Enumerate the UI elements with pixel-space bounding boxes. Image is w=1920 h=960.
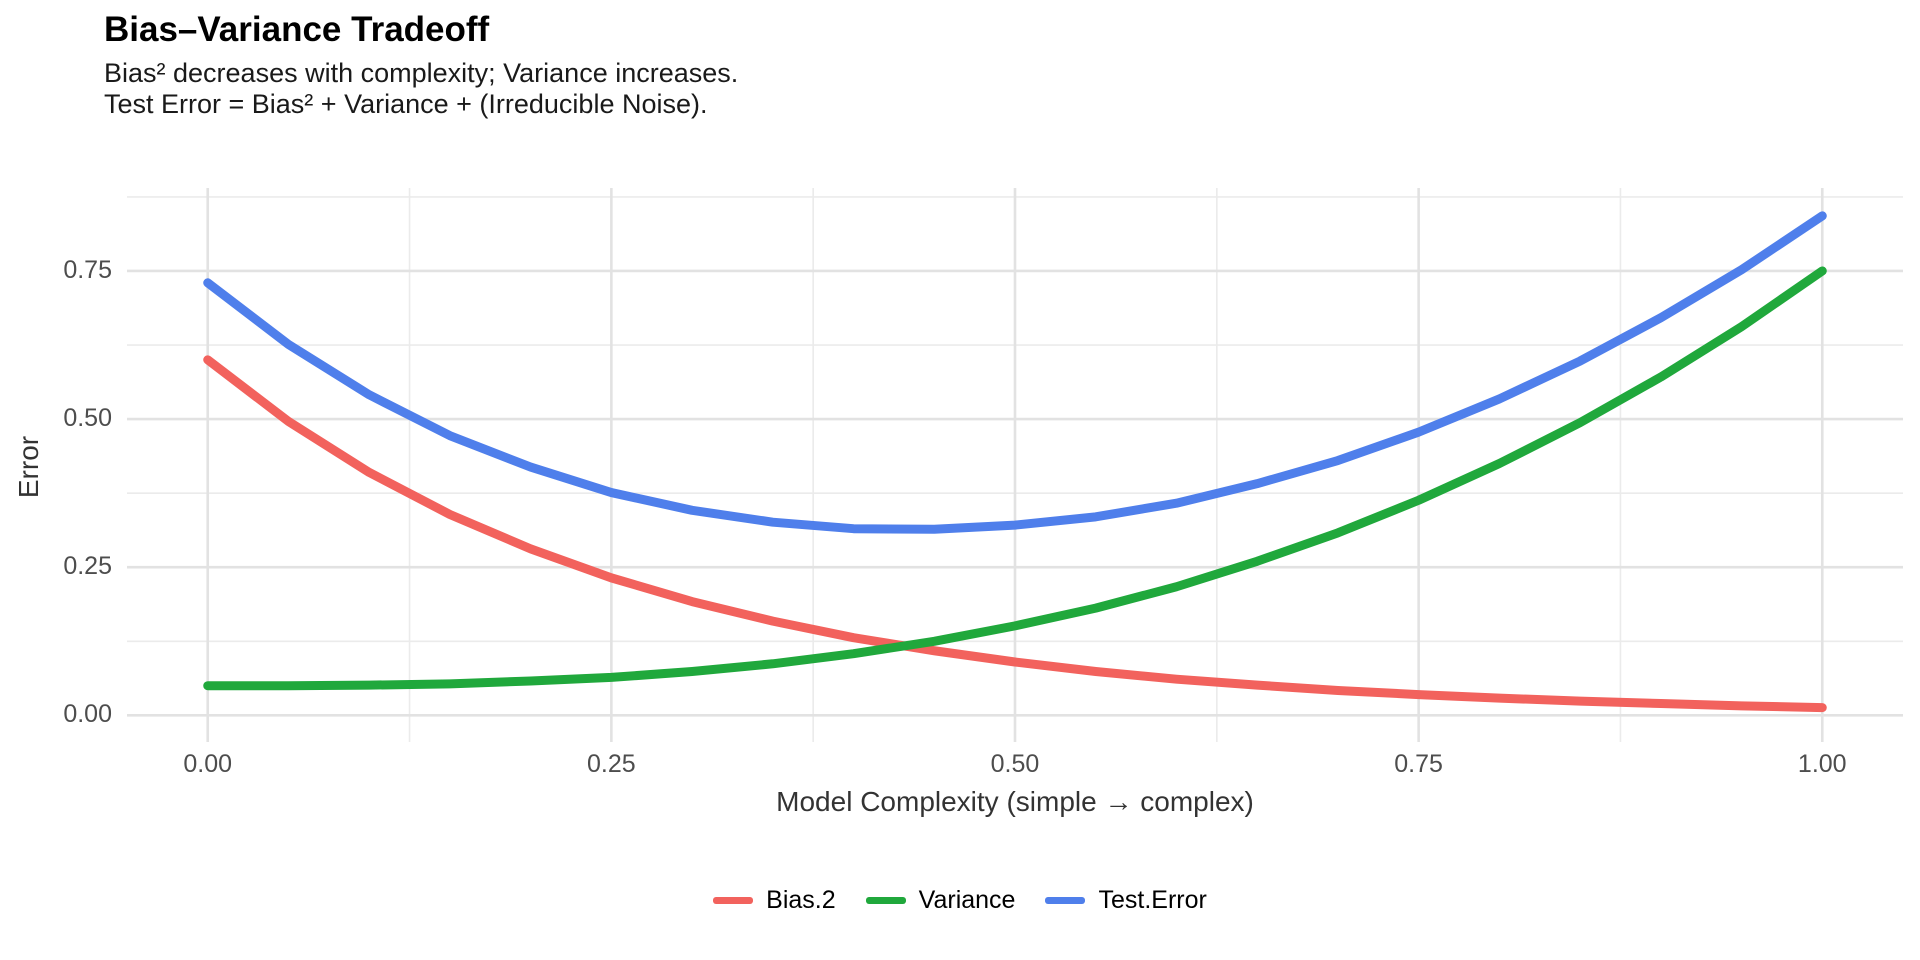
x-tick-label: 0.75: [1394, 750, 1443, 778]
series-line-bias-2: [203, 355, 1827, 713]
legend-item-test-error: Test.Error: [1045, 886, 1207, 915]
legend-item-bias-2: Bias.2: [713, 886, 836, 915]
legend-label: Test.Error: [1098, 886, 1207, 914]
legend-key-line-icon: [713, 897, 754, 904]
chart-subtitle-line1: Bias² decreases with complexity; Varianc…: [104, 58, 739, 88]
chart-title: Bias–Variance Tradeoff: [104, 10, 490, 49]
legend: Bias.2 Variance Test.Error: [0, 886, 1920, 915]
y-tick-label: 0.25: [63, 552, 112, 581]
chart-subtitle: Bias² decreases with complexity; Varianc…: [104, 58, 738, 120]
chart-subtitle-line2: Test Error = Bias² + Variance + (Irreduc…: [104, 89, 708, 119]
x-axis-title: Model Complexity (simple → complex): [776, 786, 1254, 817]
series-line-test-error: [203, 211, 1827, 534]
legend-label: Bias.2: [766, 886, 836, 914]
x-tick-label: 1.00: [1797, 750, 1847, 778]
legend-key-line-icon: [865, 897, 906, 904]
x-tick-label: 0.50: [990, 750, 1040, 778]
x-tick-label: 0.00: [183, 750, 233, 778]
x-tick-label: 0.25: [587, 750, 636, 778]
legend-key-line-icon: [1045, 897, 1086, 904]
y-tick-label: 0.50: [63, 404, 112, 433]
y-tick-label: 0.00: [63, 700, 112, 729]
y-tick-label: 0.75: [63, 255, 112, 284]
legend-item-variance: Variance: [865, 886, 1016, 915]
series-line-variance: [203, 266, 1827, 691]
legend-label: Variance: [918, 886, 1016, 914]
